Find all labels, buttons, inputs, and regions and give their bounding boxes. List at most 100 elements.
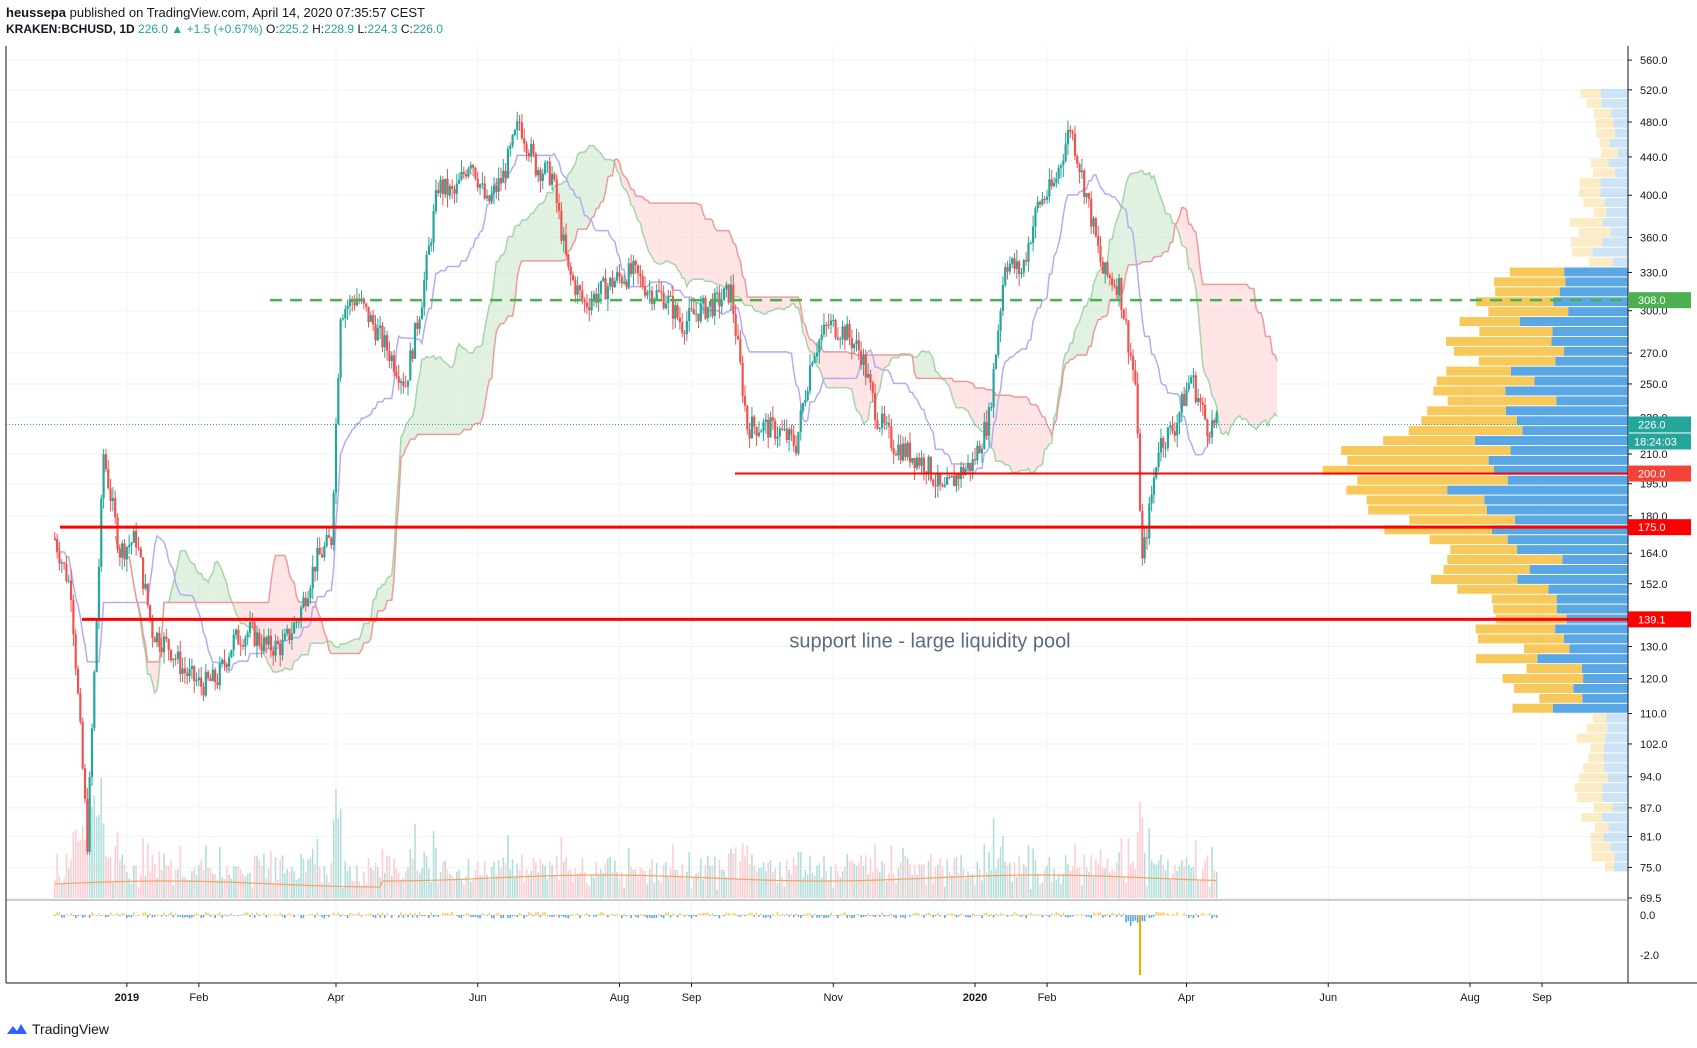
volume-bar [307, 859, 309, 898]
candle-body [1190, 377, 1193, 384]
ichimoku-cloud-segment [879, 355, 883, 390]
oscillator-bar [823, 915, 825, 919]
volume-profile-down-bar [1601, 148, 1618, 158]
volume-bar [112, 882, 114, 898]
volume-bar [439, 872, 442, 898]
volume-bar [353, 881, 356, 898]
volume-profile-down-bar [1478, 356, 1556, 366]
tradingview-logo-icon[interactable] [6, 1022, 28, 1036]
oscillator-bar [425, 914, 428, 916]
candle-body [590, 300, 593, 311]
volume-bar [537, 872, 539, 898]
time-tick-label: Sep [1532, 992, 1552, 1004]
oscillator-bar [762, 915, 765, 918]
oscillator-bar [102, 914, 105, 916]
oscillator-bar [783, 915, 786, 916]
candle-body [437, 190, 440, 194]
volume-bar [548, 861, 551, 898]
ichimoku-cloud-segment [366, 623, 369, 643]
ichimoku-cloud-segment [707, 218, 711, 282]
candle-body [1041, 199, 1044, 205]
candle-body [1090, 198, 1093, 227]
volume-bar [349, 866, 351, 898]
ichimoku-cloud-segment [586, 145, 590, 230]
author-name[interactable]: heussepa [6, 5, 66, 20]
oscillator-bar [1183, 913, 1185, 916]
oscillator-bar [874, 915, 876, 918]
ichimoku-cloud-segment [958, 381, 962, 408]
volume-profile-up-bar [1612, 802, 1628, 812]
oscillator-bar [53, 915, 56, 917]
volume-bar [681, 863, 684, 898]
volume-profile-up-bar [1603, 753, 1628, 763]
candle-body [769, 417, 772, 438]
oscillator-bar [909, 915, 911, 917]
time-tick-label: Feb [1038, 992, 1057, 1004]
candle-body [1145, 537, 1149, 539]
oscillator-bar [221, 915, 223, 918]
candle-body [953, 475, 956, 487]
ichimoku-cloud-segment [847, 351, 850, 389]
ichimoku-cloud-segment [505, 237, 508, 321]
volume-bar [1095, 858, 1097, 898]
volume-profile-down-bar [1590, 832, 1604, 842]
volume-profile-up-bar [1613, 257, 1628, 267]
candle-body [1073, 133, 1077, 156]
oscillator-bar [60, 915, 63, 918]
volume-profile-up-bar [1614, 168, 1628, 178]
candle-body [165, 636, 168, 640]
candle-body [720, 300, 723, 307]
volume-bar [1155, 864, 1158, 898]
volume-bar [425, 856, 428, 898]
oscillator-bar [569, 915, 572, 916]
oscillator-bar [1181, 914, 1183, 916]
oscillator-bar [1092, 912, 1095, 916]
volume-profile-down-bar [1493, 604, 1557, 614]
volume-bar [760, 868, 763, 898]
oscillator-bar [112, 914, 114, 916]
oscillator-bar [439, 914, 442, 916]
oscillator-bar [265, 915, 268, 918]
oscillator-bar [711, 913, 714, 916]
candle-body [286, 628, 289, 634]
ichimoku-cloud-segment [428, 357, 432, 435]
ichimoku-cloud-segment [840, 351, 843, 388]
candle-body [685, 320, 688, 335]
ichimoku-cloud-segment [1109, 239, 1113, 301]
ichimoku-cloud-segment [1251, 288, 1254, 428]
candle-body [330, 537, 333, 545]
ichimoku-cloud-segment [477, 346, 481, 424]
volume-bar [1064, 855, 1067, 898]
volume-profile-up-bar [1474, 436, 1628, 446]
oscillator-bar [878, 915, 881, 917]
volume-bar [265, 878, 268, 898]
volume-profile-down-bar [1495, 287, 1560, 297]
price-tick-label: 300.0 [1640, 306, 1668, 318]
candle-body [183, 668, 187, 674]
candle-body [290, 633, 293, 641]
volume-profile-down-bar [1574, 783, 1603, 793]
volume-bar [748, 864, 751, 898]
ichimoku-cloud-segment [993, 390, 996, 462]
ichimoku-cloud-segment [700, 204, 704, 280]
oscillator-bar [365, 914, 367, 916]
ichimoku-cloud-segment [547, 192, 550, 261]
volume-bar [249, 872, 251, 898]
ichimoku-cloud-segment [335, 646, 339, 654]
volume-bar [553, 876, 556, 898]
oscillator-bar [121, 913, 123, 916]
oscillator-bar [411, 915, 414, 918]
candle-body [555, 179, 558, 204]
volume-profile-down-bar [1447, 396, 1557, 406]
candle-body [60, 562, 63, 564]
symbol-label[interactable]: KRAKEN:BCHUSD, 1D [6, 22, 135, 36]
volume-bar [295, 879, 298, 898]
volume-bar [379, 877, 381, 898]
oscillator-bar [476, 915, 479, 918]
volume-bar [98, 815, 100, 898]
brand-label[interactable]: TradingView [32, 1021, 110, 1037]
candle-body [109, 488, 112, 502]
volume-bar [902, 847, 904, 898]
candle-body [146, 583, 149, 606]
